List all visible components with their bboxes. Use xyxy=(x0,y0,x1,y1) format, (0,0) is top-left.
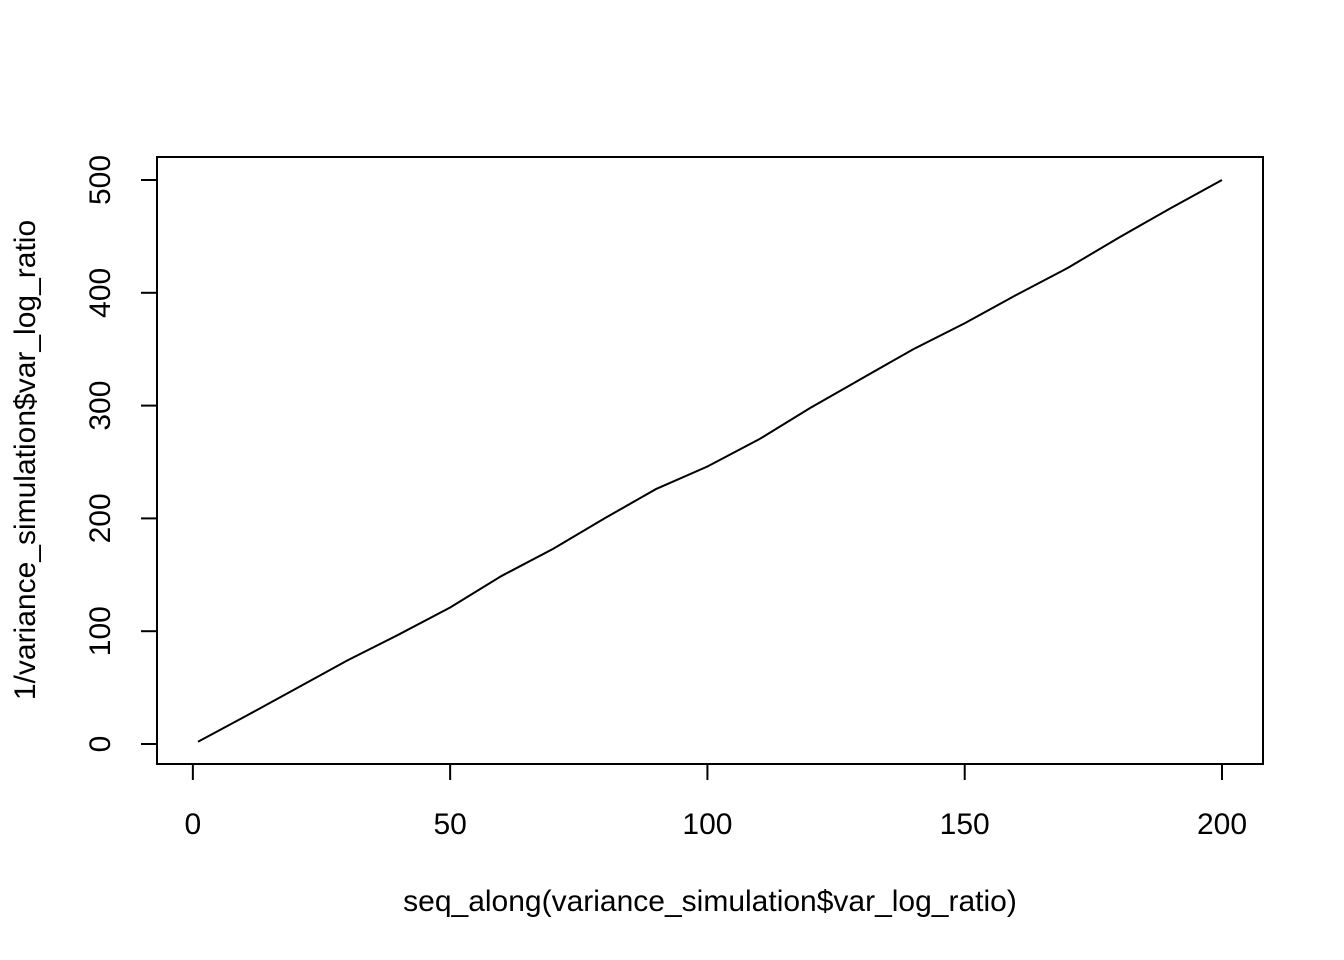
x-axis: 0 50 100 150 200 xyxy=(185,763,1247,841)
y-axis: 0 100 200 300 400 500 xyxy=(84,155,158,753)
y-tick-label: 500 xyxy=(84,155,117,205)
x-tick-label: 0 xyxy=(185,808,202,841)
x-tick-label: 200 xyxy=(1197,808,1247,841)
x-tick-label: 100 xyxy=(682,808,732,841)
y-tick-label: 200 xyxy=(84,493,117,543)
series-line xyxy=(197,179,1223,743)
y-tick-label: 300 xyxy=(84,381,117,431)
y-tick-label: 100 xyxy=(84,606,117,656)
y-tick-label: 400 xyxy=(84,268,117,318)
y-tick-label: 0 xyxy=(84,736,117,753)
y-axis-label: 1/variance_simulation$var_log_ratio xyxy=(9,220,42,700)
x-axis-label: seq_along(variance_simulation$var_log_ra… xyxy=(403,885,1017,918)
x-tick-label: 150 xyxy=(940,808,990,841)
x-tick-label: 50 xyxy=(433,808,466,841)
